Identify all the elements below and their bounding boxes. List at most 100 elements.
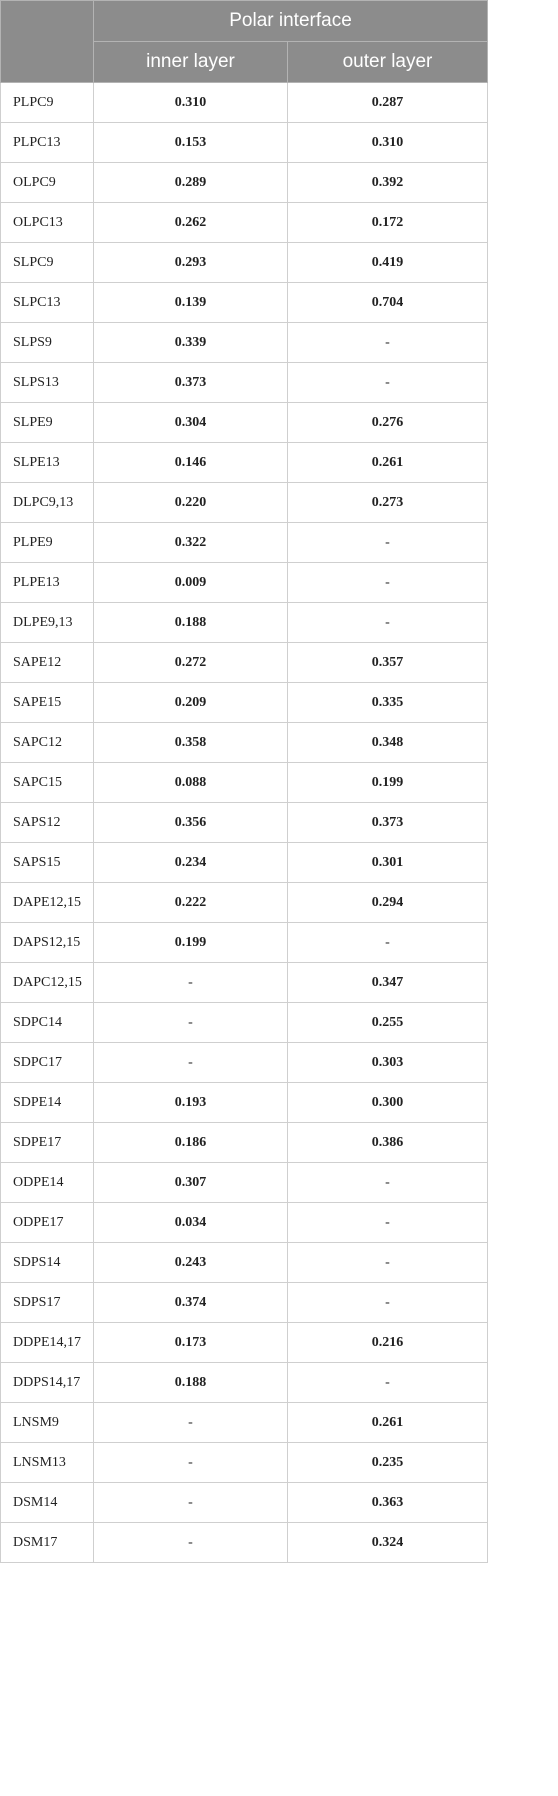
row-lipid-name: SDPE14 — [0, 1082, 94, 1123]
header-outer-layer: outer layer — [286, 41, 489, 83]
row-outer-value: 0.273 — [286, 482, 489, 523]
row-inner-value: 0.088 — [93, 762, 288, 803]
row-lipid-name: PLPC9 — [0, 82, 94, 123]
row-lipid-name: DSM17 — [0, 1522, 94, 1563]
table-row: DDPE14,17 0.173 0.216 — [0, 1322, 489, 1363]
header-group-row: Polar interface — [0, 0, 489, 83]
table-row: SAPS15 0.234 0.301 — [0, 842, 489, 883]
table-row: SDPE14 0.193 0.300 — [0, 1082, 489, 1123]
row-inner-value: 0.034 — [93, 1202, 288, 1243]
row-outer-value: 0.276 — [286, 402, 489, 443]
row-lipid-name: DAPC12,15 — [0, 962, 94, 1003]
row-lipid-name: SLPS9 — [0, 322, 94, 363]
table-row: DLPE9,13 0.188- — [0, 602, 489, 643]
row-outer-value: - — [286, 562, 489, 603]
table-row: SLPS9 0.339- — [0, 322, 489, 363]
row-lipid-name: PLPE13 — [0, 562, 94, 603]
header-column-row: inner layer outer layer — [1, 41, 489, 83]
table-row: DLPC9,13 0.220 0.273 — [0, 482, 489, 523]
table-row: PLPC13 0.153 0.310 — [0, 122, 489, 163]
row-outer-value: - — [286, 1202, 489, 1243]
row-lipid-name: SAPE12 — [0, 642, 94, 683]
table-row: SLPC9 0.293 0.419 — [0, 242, 489, 283]
row-outer-value: 0.704 — [286, 282, 489, 323]
row-lipid-name: PLPE9 — [0, 522, 94, 563]
row-lipid-name: SDPE17 — [0, 1122, 94, 1163]
row-inner-value: - — [93, 962, 288, 1003]
row-outer-value: 0.303 — [286, 1042, 489, 1083]
table-row: SDPS14 0.243- — [0, 1242, 489, 1283]
row-outer-value: - — [286, 1362, 489, 1403]
row-inner-value: 0.193 — [93, 1082, 288, 1123]
row-inner-value: 0.373 — [93, 362, 288, 403]
table-row: SAPE12 0.272 0.357 — [0, 642, 489, 683]
row-inner-value: 0.209 — [93, 682, 288, 723]
row-lipid-name: SDPS14 — [0, 1242, 94, 1283]
table-row: DAPC12,15-0.347 — [0, 962, 489, 1003]
table-row: PLPC9 0.310 0.287 — [0, 82, 489, 123]
row-outer-value: 0.335 — [286, 682, 489, 723]
table-header: Polar interface inner layer outer layer — [0, 0, 489, 83]
row-outer-value: 0.347 — [286, 962, 489, 1003]
row-outer-value: 0.348 — [286, 722, 489, 763]
row-inner-value: 0.146 — [93, 442, 288, 483]
row-inner-value: - — [93, 1002, 288, 1043]
table-row: OLPC13 0.262 0.172 — [0, 202, 489, 243]
row-lipid-name: ODPE14 — [0, 1162, 94, 1203]
row-outer-value: - — [286, 1162, 489, 1203]
row-lipid-name: DAPE12,15 — [0, 882, 94, 923]
row-outer-value: 0.287 — [286, 82, 489, 123]
header-polar-interface: Polar interface — [92, 0, 489, 42]
header-inner-layer: inner layer — [93, 41, 288, 83]
row-inner-value: - — [93, 1522, 288, 1563]
row-inner-value: - — [93, 1482, 288, 1523]
row-inner-value: 0.139 — [93, 282, 288, 323]
row-lipid-name: DDPS14,17 — [0, 1362, 94, 1403]
table-row: PLPE9 0.322- — [0, 522, 489, 563]
row-inner-value: 0.304 — [93, 402, 288, 443]
table-row: ODPE14 0.307- — [0, 1162, 489, 1203]
row-inner-value: 0.220 — [93, 482, 288, 523]
row-inner-value: 0.243 — [93, 1242, 288, 1283]
row-outer-value: 0.301 — [286, 842, 489, 883]
row-outer-value: 0.419 — [286, 242, 489, 283]
row-inner-value: 0.307 — [93, 1162, 288, 1203]
table-row: SAPC15 0.088 0.199 — [0, 762, 489, 803]
row-outer-value: 0.386 — [286, 1122, 489, 1163]
table-row: ODPE17 0.034- — [0, 1202, 489, 1243]
row-outer-value: 0.300 — [286, 1082, 489, 1123]
table-row: SDPC14-0.255 — [0, 1002, 489, 1043]
row-lipid-name: SAPS12 — [0, 802, 94, 843]
table-row: DDPS14,17 0.188- — [0, 1362, 489, 1403]
table-row: SLPC13 0.139 0.704 — [0, 282, 489, 323]
row-lipid-name: ODPE17 — [0, 1202, 94, 1243]
table-row: SDPS17 0.374- — [0, 1282, 489, 1323]
row-inner-value: 0.310 — [93, 82, 288, 123]
row-outer-value: 0.363 — [286, 1482, 489, 1523]
row-outer-value: 0.294 — [286, 882, 489, 923]
row-inner-value: 0.173 — [93, 1322, 288, 1363]
row-inner-value: - — [93, 1042, 288, 1083]
row-lipid-name: DLPE9,13 — [0, 602, 94, 643]
row-lipid-name: DAPS12,15 — [0, 922, 94, 963]
table-row: DAPE12,15 0.222 0.294 — [0, 882, 489, 923]
row-inner-value: 0.188 — [93, 1362, 288, 1403]
row-inner-value: 0.339 — [93, 322, 288, 363]
row-inner-value: 0.262 — [93, 202, 288, 243]
row-inner-value: 0.322 — [93, 522, 288, 563]
row-outer-value: - — [286, 922, 489, 963]
row-outer-value: 0.216 — [286, 1322, 489, 1363]
table-row: SDPC17-0.303 — [0, 1042, 489, 1083]
row-lipid-name: SAPC15 — [0, 762, 94, 803]
row-inner-value: - — [93, 1402, 288, 1443]
table-row: SLPE13 0.146 0.261 — [0, 442, 489, 483]
table-row: DSM17-0.324 — [0, 1522, 489, 1563]
row-outer-value: 0.357 — [286, 642, 489, 683]
row-inner-value: 0.358 — [93, 722, 288, 763]
row-inner-value: - — [93, 1442, 288, 1483]
row-inner-value: 0.222 — [93, 882, 288, 923]
row-lipid-name: SDPC14 — [0, 1002, 94, 1043]
row-lipid-name: DDPE14,17 — [0, 1322, 94, 1363]
table-row: SAPE15 0.209 0.335 — [0, 682, 489, 723]
row-lipid-name: DSM14 — [0, 1482, 94, 1523]
